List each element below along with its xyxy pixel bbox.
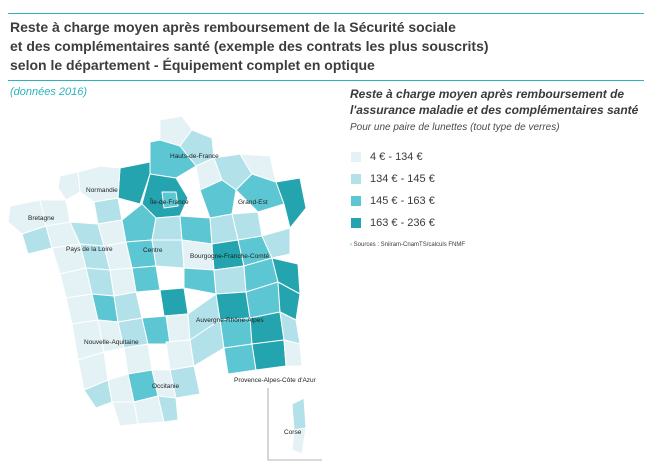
department-shape: [109, 267, 137, 297]
department-shape: [159, 287, 189, 317]
legend: Reste à charge moyen après remboursement…: [350, 86, 650, 248]
legend-item: 4 € - 134 €: [350, 149, 650, 164]
title-line-2: et des complémentaires santé (exemple de…: [10, 38, 489, 54]
legend-item: 163 € - 236 €: [350, 215, 650, 230]
top-rule: [8, 13, 644, 14]
legend-item: 134 € - 145 €: [350, 171, 650, 186]
department-shape: [77, 165, 121, 203]
region-label: Île-de-France: [149, 197, 189, 206]
department-shape: [179, 215, 213, 245]
department-shape: [261, 227, 291, 259]
region-label: Bretagne: [28, 215, 55, 222]
data-year: (données 2016): [10, 86, 88, 98]
legend-subtitle: Pour une paire de lunettes (tout type de…: [350, 122, 560, 133]
region-label: Grand-Est: [238, 199, 268, 206]
department-shape: [151, 215, 183, 241]
region-label: Pays de la Loire: [66, 246, 113, 253]
department-shape: [235, 173, 285, 213]
department-shape: [93, 197, 123, 225]
legend-swatch: [350, 172, 362, 185]
department-shape: [123, 343, 153, 375]
department-shape: [215, 291, 251, 321]
department-shape: [161, 191, 179, 209]
legend-label: 134 € - 145 €: [370, 172, 435, 185]
department-shape: [165, 339, 195, 371]
legend-items: 4 € - 134 € 134 € - 145 € 145 € - 163 € …: [350, 149, 650, 230]
legend-swatch: [350, 150, 362, 163]
legend-title: Reste à charge moyen après remboursement…: [350, 86, 650, 118]
department-shape: [223, 343, 257, 375]
legend-item: 145 € - 163 €: [350, 193, 650, 208]
department-shape: [183, 267, 217, 295]
department-shape: [283, 339, 303, 367]
legend-label: 163 € - 236 €: [370, 216, 435, 229]
department-shape: [291, 427, 307, 455]
region-label: Normandie: [86, 187, 118, 194]
department-shape: [131, 265, 161, 293]
corse-inset-frame: [267, 388, 322, 461]
title-rule: [8, 80, 644, 81]
region-label: Occitanie: [152, 383, 179, 390]
region-label: Nouvelle-Aquitaine: [84, 339, 139, 346]
legend-label: 145 € - 163 €: [370, 194, 435, 207]
legend-title-line-1: Reste à charge moyen après remboursement…: [350, 87, 625, 101]
department-shape: [169, 365, 201, 399]
department-shape: [157, 395, 179, 423]
region-label: Bourgogne-Franche-Comté: [190, 253, 270, 260]
region-label: Auvergne-Rhône-Alpes: [196, 317, 264, 324]
arrow-icon: ›: [350, 242, 352, 248]
legend-swatch: [350, 216, 362, 229]
department-shape: [113, 291, 143, 323]
legend-title-line-2: l'assurance maladie et des complémentair…: [350, 103, 639, 117]
title-line-1: Reste à charge moyen après remboursement…: [10, 19, 456, 35]
region-label: Hauts-de-France: [170, 153, 219, 160]
region-label: Centre: [143, 247, 163, 254]
department-shape: [251, 339, 287, 371]
sources-text: Sources : Sniiram-CnamTS/calculs FNMF: [353, 242, 466, 248]
department-shape: [57, 171, 81, 201]
france-map: Hauts-de-France Normandie Île-de-France …: [7, 115, 322, 461]
legend-label: 4 € - 134 €: [370, 150, 423, 163]
legend-swatch: [350, 194, 362, 207]
page-title: Reste à charge moyen après remboursement…: [10, 18, 640, 75]
sources-note: › Sources : Sniiram-CnamTS/calculs FNMF: [350, 242, 650, 248]
department-shape: [213, 265, 247, 295]
department-shape: [151, 239, 185, 269]
region-label: Corse: [284, 429, 302, 436]
department-shape: [275, 177, 307, 229]
department-shape: [291, 397, 307, 431]
department-shape: [111, 401, 139, 427]
title-line-3: selon le département - Équipement comple…: [10, 57, 375, 73]
region-label: Provence-Alpes-Côte d'Azur: [234, 377, 317, 384]
